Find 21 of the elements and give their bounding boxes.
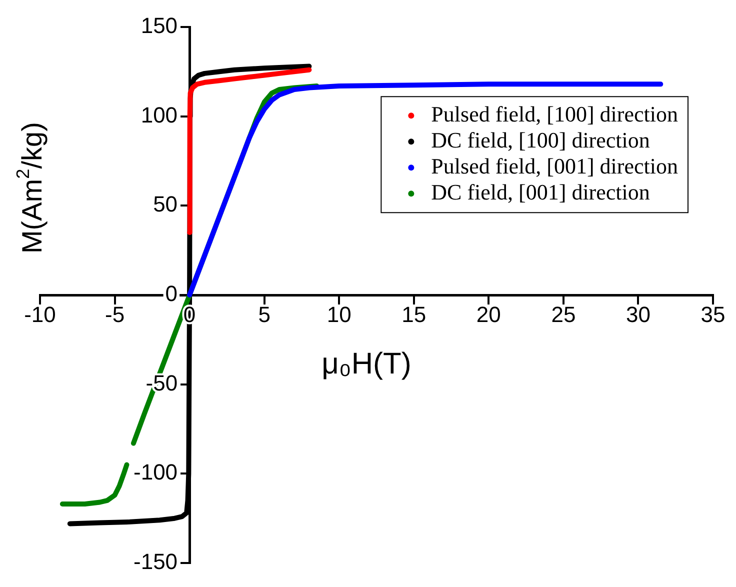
x-tick-label: 10 bbox=[326, 302, 352, 328]
x-tick-label: -5 bbox=[104, 302, 125, 328]
y-tick-label: 100 bbox=[140, 102, 178, 128]
y-tick-label: 150 bbox=[140, 13, 178, 38]
legend-label: Pulsed field, [100] direction bbox=[431, 101, 678, 126]
y-tick-label: -100 bbox=[134, 460, 178, 485]
x-tick-label: 5 bbox=[258, 302, 270, 328]
x-tick-label: 15 bbox=[402, 302, 426, 328]
y-tick-label: -150 bbox=[134, 549, 178, 574]
legend-label: DC field, [100] direction bbox=[431, 127, 650, 152]
x-axis-title: μ₀H(T) bbox=[322, 347, 412, 380]
legend-label: Pulsed field, [001] direction bbox=[431, 153, 678, 178]
x-tick-label: -10 bbox=[24, 302, 56, 328]
y-tick-label: 0 bbox=[165, 281, 178, 306]
x-tick-label: 25 bbox=[551, 302, 576, 328]
x-tick-label: 20 bbox=[476, 302, 501, 328]
x-tick-label: 35 bbox=[700, 302, 726, 328]
legend-label: DC field, [001] direction bbox=[431, 179, 650, 204]
y-tick-label: 50 bbox=[153, 192, 178, 217]
y-axis-title: M(Am2/kg) bbox=[13, 122, 48, 254]
x-tick-label: 30 bbox=[626, 302, 650, 328]
